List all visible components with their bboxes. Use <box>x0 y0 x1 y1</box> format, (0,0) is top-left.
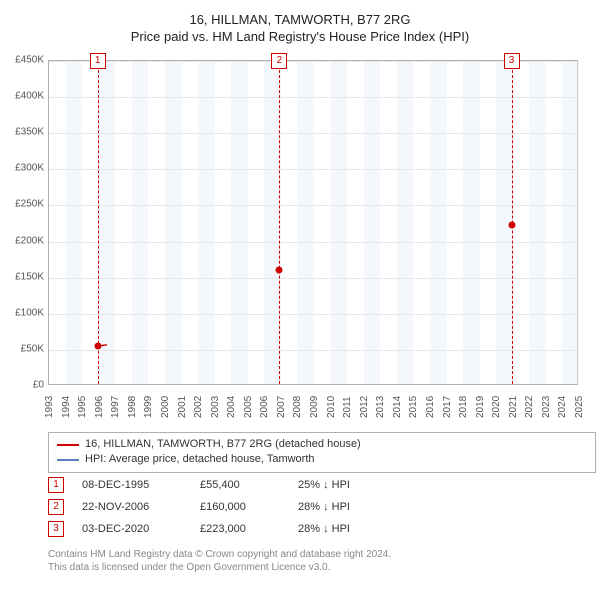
x-tick-label: 2001 <box>177 396 188 418</box>
x-tick-label: 2024 <box>557 396 568 418</box>
title-line-2: Price paid vs. HM Land Registry's House … <box>0 29 600 46</box>
event-date-cell: 03-DEC-2020 <box>82 523 182 535</box>
footer-line-2: This data is licensed under the Open Gov… <box>48 561 578 574</box>
x-tick-label: 2010 <box>326 396 337 418</box>
event-marker-cell: 1 <box>48 477 64 493</box>
x-tick-label: 2020 <box>491 396 502 418</box>
event-date-cell: 08-DEC-1995 <box>82 479 182 491</box>
x-tick-label: 2019 <box>475 396 486 418</box>
x-tick-label: 2017 <box>442 396 453 418</box>
y-tick-label: £350K <box>4 127 44 138</box>
event-price-cell: £223,000 <box>200 523 280 535</box>
x-tick-label: 2013 <box>375 396 386 418</box>
y-tick-label: £100K <box>4 307 44 318</box>
y-tick-label: £50K <box>4 343 44 354</box>
x-tick-label: 1999 <box>143 396 154 418</box>
legend-swatch <box>57 459 79 461</box>
event-row: 3 03-DEC-2020 £223,000 28% ↓ HPI <box>48 518 578 540</box>
x-tick-label: 2014 <box>392 396 403 418</box>
x-tick-label: 2018 <box>458 396 469 418</box>
legend-label: 16, HILLMAN, TAMWORTH, B77 2RG (detached… <box>85 437 361 452</box>
x-tick-label: 1998 <box>127 396 138 418</box>
y-tick-label: £200K <box>4 235 44 246</box>
x-tick-label: 1995 <box>77 396 88 418</box>
x-tick-label: 2025 <box>574 396 585 418</box>
legend-label: HPI: Average price, detached house, Tamw… <box>85 452 315 467</box>
event-row: 2 22-NOV-2006 £160,000 28% ↓ HPI <box>48 496 578 518</box>
event-diff-cell: 28% ↓ HPI <box>298 501 398 513</box>
x-tick-label: 1996 <box>94 396 105 418</box>
x-tick-label: 2006 <box>259 396 270 418</box>
event-diff-cell: 25% ↓ HPI <box>298 479 398 491</box>
y-tick-label: £250K <box>4 199 44 210</box>
x-tick-label: 2004 <box>226 396 237 418</box>
chart-title-block: 16, HILLMAN, TAMWORTH, B77 2RG Price pai… <box>0 0 600 46</box>
x-tick-label: 2009 <box>309 396 320 418</box>
x-tick-label: 1994 <box>61 396 72 418</box>
chart-container: { "title": { "line1": "16, HILLMAN, TAMW… <box>0 0 600 590</box>
y-tick-label: £300K <box>4 163 44 174</box>
x-tick-label: 2008 <box>292 396 303 418</box>
x-tick-label: 2015 <box>408 396 419 418</box>
y-tick-label: £0 <box>4 380 44 391</box>
event-date-cell: 22-NOV-2006 <box>82 501 182 513</box>
event-row: 1 08-DEC-1995 £55,400 25% ↓ HPI <box>48 474 578 496</box>
footer-attribution: Contains HM Land Registry data © Crown c… <box>48 548 578 574</box>
y-tick-label: £150K <box>4 271 44 282</box>
title-line-1: 16, HILLMAN, TAMWORTH, B77 2RG <box>0 12 600 29</box>
sale-point <box>94 342 101 349</box>
event-marker-cell: 2 <box>48 499 64 515</box>
event-diff-cell: 28% ↓ HPI <box>298 523 398 535</box>
sale-point <box>276 267 283 274</box>
y-tick-label: £450K <box>4 55 44 66</box>
x-tick-label: 2002 <box>193 396 204 418</box>
x-tick-label: 2003 <box>210 396 221 418</box>
legend-item: HPI: Average price, detached house, Tamw… <box>57 452 587 467</box>
x-tick-label: 2000 <box>160 396 171 418</box>
legend: 16, HILLMAN, TAMWORTH, B77 2RG (detached… <box>48 432 596 473</box>
legend-item: 16, HILLMAN, TAMWORTH, B77 2RG (detached… <box>57 437 587 452</box>
footer-line-1: Contains HM Land Registry data © Crown c… <box>48 548 578 561</box>
x-tick-label: 2022 <box>524 396 535 418</box>
event-price-cell: £160,000 <box>200 501 280 513</box>
series-svg <box>49 61 579 386</box>
y-tick-label: £400K <box>4 91 44 102</box>
legend-swatch <box>57 444 79 446</box>
chart-area: £0£50K£100K£150K£200K£250K£300K£350K£400… <box>48 60 578 420</box>
sale-point <box>508 221 515 228</box>
event-price-cell: £55,400 <box>200 479 280 491</box>
y-axis-labels: £0£50K£100K£150K£200K£250K£300K£350K£400… <box>4 60 44 385</box>
x-tick-label: 2021 <box>508 396 519 418</box>
x-tick-label: 2007 <box>276 396 287 418</box>
x-tick-label: 1993 <box>44 396 55 418</box>
x-tick-label: 2023 <box>541 396 552 418</box>
plot-region: 123 <box>48 60 578 385</box>
x-tick-label: 2012 <box>359 396 370 418</box>
x-axis-labels: 1993199419951996199719981999200020012002… <box>48 390 578 430</box>
events-table: 1 08-DEC-1995 £55,400 25% ↓ HPI 2 22-NOV-2006… <box>48 474 578 540</box>
x-tick-label: 1997 <box>110 396 121 418</box>
x-tick-label: 2005 <box>243 396 254 418</box>
event-marker-cell: 3 <box>48 521 64 537</box>
x-tick-label: 2011 <box>342 396 353 418</box>
x-tick-label: 2016 <box>425 396 436 418</box>
